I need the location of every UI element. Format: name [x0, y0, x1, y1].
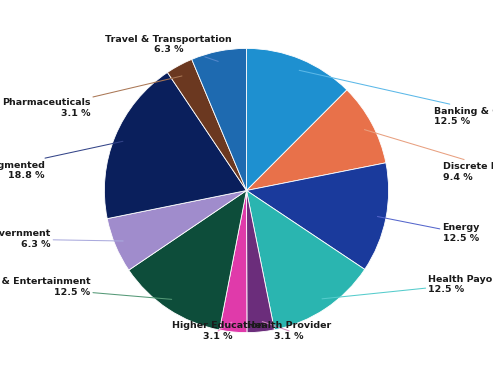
- Text: Energy
12.5 %: Energy 12.5 %: [378, 216, 480, 243]
- Wedge shape: [246, 163, 388, 269]
- Wedge shape: [246, 48, 347, 190]
- Text: National Government
6.3 %: National Government 6.3 %: [0, 229, 123, 248]
- Wedge shape: [246, 190, 365, 330]
- Wedge shape: [246, 90, 386, 190]
- Text: Higher Education
3.1 %: Higher Education 3.1 %: [172, 321, 264, 341]
- Wedge shape: [105, 72, 246, 219]
- Text: Media & Entertainment
12.5 %: Media & Entertainment 12.5 %: [0, 277, 172, 299]
- Text: Discrete Manufacturing
9.4 %: Discrete Manufacturing 9.4 %: [364, 130, 493, 182]
- Wedge shape: [107, 190, 246, 270]
- Text: Other - Unsegmented
18.8 %: Other - Unsegmented 18.8 %: [0, 141, 123, 180]
- Text: Banking & Capital Markets
12.5 %: Banking & Capital Markets 12.5 %: [299, 70, 493, 126]
- Wedge shape: [246, 190, 275, 333]
- Text: Travel & Transportation
6.3 %: Travel & Transportation 6.3 %: [105, 35, 232, 61]
- Wedge shape: [168, 59, 246, 190]
- Text: Health Payor
12.5 %: Health Payor 12.5 %: [322, 275, 493, 299]
- Wedge shape: [129, 190, 246, 330]
- Wedge shape: [192, 48, 246, 190]
- Text: Health Provider
3.1 %: Health Provider 3.1 %: [247, 321, 331, 341]
- Text: Pharmaceuticals
3.1 %: Pharmaceuticals 3.1 %: [1, 76, 182, 118]
- Wedge shape: [219, 190, 247, 333]
